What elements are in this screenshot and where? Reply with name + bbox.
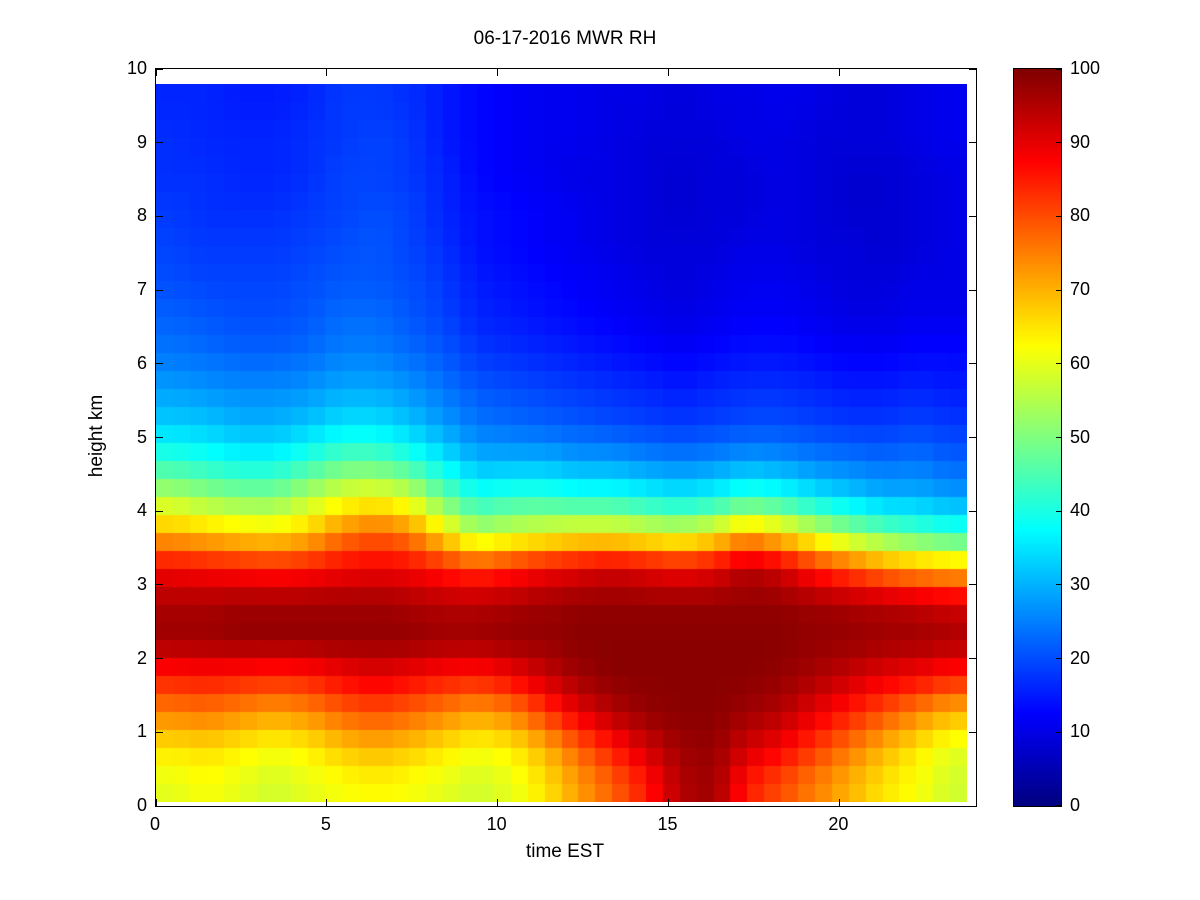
colorbar-tick-label: 50 bbox=[1070, 426, 1091, 447]
colorbar bbox=[1013, 68, 1062, 807]
y-tick-label: 10 bbox=[126, 58, 147, 78]
y-tick bbox=[156, 363, 163, 365]
y-tick-label: 4 bbox=[136, 500, 147, 521]
colorbar-tick bbox=[1056, 215, 1061, 217]
y-tick-right bbox=[969, 731, 976, 733]
y-tick bbox=[156, 658, 163, 660]
colorbar-tick bbox=[1056, 69, 1061, 70]
chart-title: 06-17-2016 MWR RH bbox=[473, 28, 657, 49]
x-tick-top bbox=[326, 69, 328, 76]
colorbar-tick bbox=[1056, 510, 1061, 512]
colorbar-tick bbox=[1056, 437, 1061, 438]
y-tick-label: 2 bbox=[136, 647, 147, 668]
colorbar-tick bbox=[1056, 805, 1061, 806]
x-tick-label: 15 bbox=[657, 814, 678, 834]
x-tick-label: 10 bbox=[486, 814, 507, 834]
y-tick-right bbox=[969, 584, 976, 586]
y-tick-right bbox=[969, 215, 976, 217]
x-tick bbox=[155, 799, 157, 806]
x-tick-label: 20 bbox=[828, 814, 849, 834]
y-tick bbox=[156, 437, 163, 438]
y-tick bbox=[156, 289, 163, 291]
y-tick bbox=[156, 68, 163, 70]
x-tick-label: 5 bbox=[320, 814, 331, 834]
colorbar-tick bbox=[1056, 289, 1061, 291]
y-tick-label: 8 bbox=[136, 205, 147, 226]
colorbar-tick bbox=[1056, 731, 1061, 733]
x-tick bbox=[497, 799, 499, 806]
y-tick bbox=[156, 215, 163, 217]
y-tick-label: 0 bbox=[136, 795, 147, 815]
y-tick-right bbox=[969, 142, 976, 144]
colorbar-tick bbox=[1056, 363, 1061, 365]
y-tick bbox=[156, 142, 163, 144]
y-tick-label: 3 bbox=[136, 573, 147, 594]
y-tick-label: 7 bbox=[136, 279, 147, 300]
y-axis-label: height km bbox=[86, 394, 107, 478]
y-tick-right bbox=[969, 68, 976, 70]
colorbar-tick bbox=[1056, 142, 1061, 144]
x-tick-top bbox=[838, 69, 840, 76]
colorbar-tick-label: 0 bbox=[1070, 795, 1081, 815]
x-tick-label: 0 bbox=[149, 814, 161, 834]
heatmap-canvas bbox=[156, 84, 967, 802]
x-tick-top bbox=[497, 69, 499, 76]
colorbar-tick-label: 80 bbox=[1070, 205, 1091, 226]
y-tick bbox=[156, 510, 163, 512]
colorbar-gradient bbox=[1014, 69, 1061, 806]
plot-area bbox=[155, 68, 977, 807]
y-tick-right bbox=[969, 510, 976, 512]
y-tick-right bbox=[969, 363, 976, 365]
colorbar-tick-label: 10 bbox=[1070, 721, 1091, 742]
y-tick-right bbox=[969, 437, 976, 438]
x-tick-top bbox=[155, 69, 157, 76]
colorbar-tick-label: 70 bbox=[1070, 279, 1091, 300]
y-tick-right bbox=[969, 805, 976, 807]
colorbar-tick bbox=[1056, 584, 1061, 586]
y-tick-right bbox=[969, 289, 976, 291]
x-axis-label: time EST bbox=[525, 841, 605, 862]
y-tick-label: 9 bbox=[136, 131, 147, 152]
y-tick-label: 5 bbox=[136, 426, 147, 447]
x-tick-top bbox=[668, 69, 669, 76]
colorbar-tick-label: 60 bbox=[1070, 352, 1091, 373]
y-tick bbox=[156, 584, 163, 586]
y-tick-label: 6 bbox=[136, 352, 147, 373]
y-tick-label: 1 bbox=[136, 721, 147, 742]
colorbar-tick-label: 100 bbox=[1070, 58, 1101, 78]
x-tick bbox=[838, 799, 840, 806]
x-tick bbox=[326, 799, 328, 806]
colorbar-tick-label: 30 bbox=[1070, 573, 1091, 594]
y-tick bbox=[156, 731, 163, 733]
colorbar-tick-label: 20 bbox=[1070, 647, 1091, 668]
y-tick-right bbox=[969, 658, 976, 660]
x-tick bbox=[668, 799, 669, 806]
y-tick bbox=[156, 805, 163, 807]
colorbar-tick-label: 90 bbox=[1070, 131, 1091, 152]
colorbar-tick-label: 40 bbox=[1070, 500, 1091, 521]
colorbar-tick bbox=[1056, 658, 1061, 660]
